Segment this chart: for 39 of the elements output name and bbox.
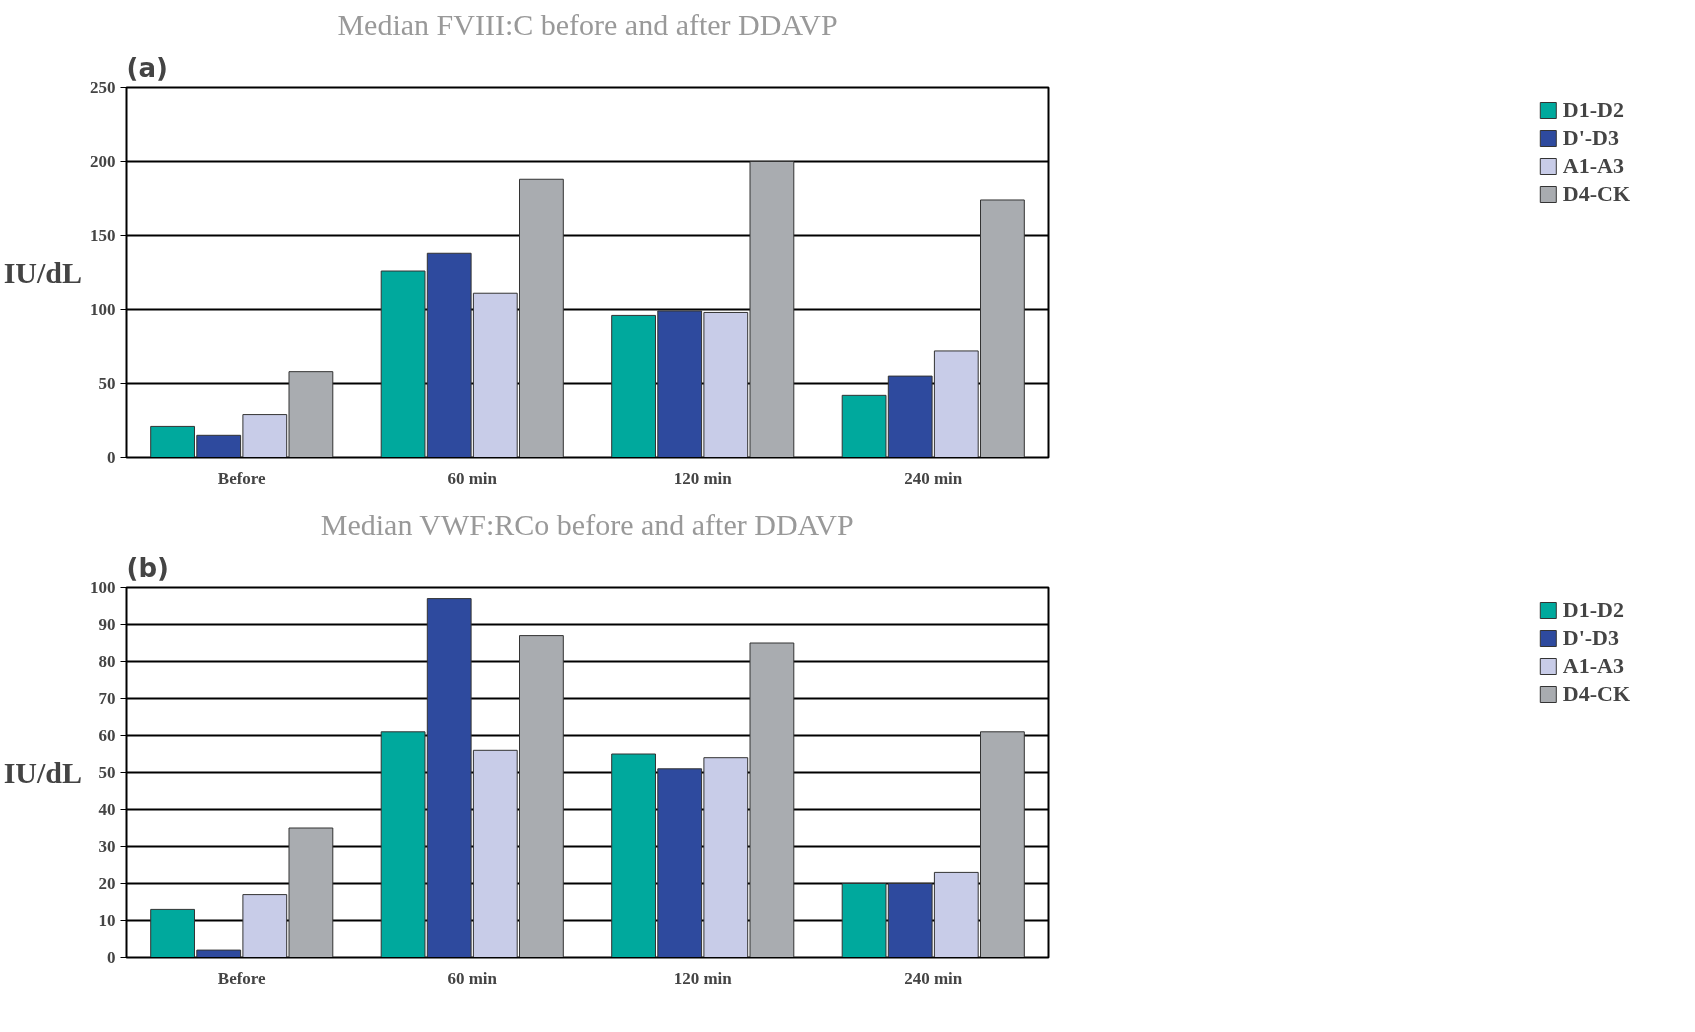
y-axis-title: IU/dL (3, 756, 83, 789)
text: (a) (126, 52, 168, 83)
y-tick-label: 100 (90, 300, 116, 319)
text: (b) (126, 552, 169, 583)
y-tick-label: 150 (90, 226, 116, 245)
y-tick-label: 10 (98, 911, 116, 930)
chart-title: Median VWF:RCo before and after DDAVP (320, 507, 854, 541)
chart-title: Median FVIII:C before and after DDAVP (337, 7, 838, 41)
y-tick-label: 20 (98, 874, 116, 893)
y-axis-title: IU/dL (3, 256, 83, 289)
x-tick-label: 60 min (447, 468, 498, 488)
x-tick-label: 240 min (904, 468, 963, 488)
x-tick-label: Before (217, 968, 267, 988)
y-tick-label: 200 (90, 152, 116, 171)
y-tick-label: 80 (98, 652, 116, 671)
legend-label: D'-D3 (1562, 625, 1619, 651)
legend-label: D'-D3 (1562, 125, 1619, 151)
x-tick-label: 120 min (673, 468, 733, 488)
x-tick-label: 60 min (447, 968, 498, 988)
x-tick-label: 240 min (904, 968, 963, 988)
legend-label: A1-A3 (1562, 653, 1624, 679)
y-tick-label: 0 (107, 948, 116, 967)
legend-label: D4-CK (1562, 181, 1630, 207)
y-tick-label: 30 (98, 837, 116, 856)
x-tick-label: Before (217, 468, 267, 488)
y-tick-label: 90 (98, 615, 116, 634)
y-tick-label: 70 (98, 689, 116, 708)
legend-label: A1-A3 (1562, 153, 1624, 179)
legend-label: D4-CK (1562, 681, 1630, 707)
y-tick-label: 100 (90, 578, 116, 597)
x-tick-label: 120 min (673, 968, 733, 988)
y-tick-label: 0 (107, 448, 116, 467)
y-tick-label: 250 (90, 78, 116, 97)
legend-label: D1-D2 (1562, 597, 1624, 623)
legend-label: D1-D2 (1562, 97, 1624, 123)
y-tick-label: 50 (98, 374, 116, 393)
y-tick-label: 50 (98, 763, 116, 782)
y-tick-label: 40 (98, 800, 116, 819)
y-tick-label: 60 (98, 726, 116, 745)
